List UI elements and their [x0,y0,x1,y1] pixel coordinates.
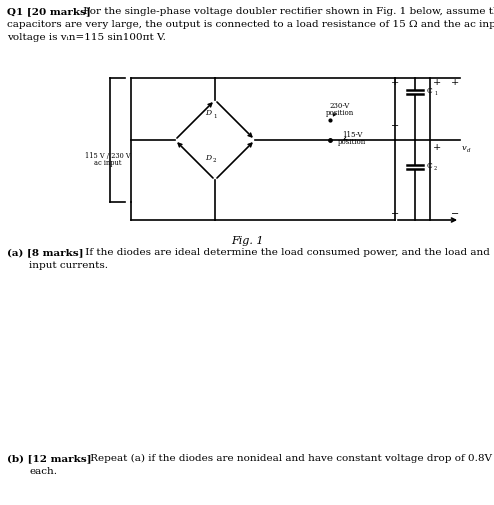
Text: d: d [467,148,470,153]
Text: (b) [12 marks]: (b) [12 marks] [7,453,91,462]
Text: 2: 2 [434,165,437,170]
Text: (a) [8 marks]: (a) [8 marks] [7,247,83,257]
Text: ac input: ac input [94,159,122,167]
Text: 230-V: 230-V [330,102,350,110]
Text: position: position [326,109,354,117]
Text: +: + [433,77,441,86]
Text: Q1 [20 marks]: Q1 [20 marks] [7,7,91,16]
Text: 115-V: 115-V [342,131,362,139]
Text: +: + [433,143,441,152]
Text: 1: 1 [434,90,437,95]
Text: For the single-phase voltage doubler rectifier shown in Fig. 1 below, assume the: For the single-phase voltage doubler rec… [80,7,494,16]
Text: 1: 1 [213,113,216,118]
Text: Repeat (a) if the diodes are nonideal and have constant voltage drop of 0.8V: Repeat (a) if the diodes are nonideal an… [87,453,492,462]
Text: voltage is vᵢn=115 sin100πt V.: voltage is vᵢn=115 sin100πt V. [7,33,166,42]
Text: D: D [205,154,211,162]
Text: 2: 2 [213,158,216,163]
Text: −: − [391,209,399,218]
Text: Fig. 1: Fig. 1 [231,235,263,245]
Text: each.: each. [29,466,57,475]
Text: C: C [427,162,433,170]
Text: +: + [451,77,459,86]
Text: −: − [391,121,399,130]
Text: 115 V / 230 V: 115 V / 230 V [85,152,131,160]
Text: If the diodes are ideal determine the load consumed power, and the load and: If the diodes are ideal determine the lo… [82,247,490,257]
Text: D: D [205,109,211,117]
Text: C: C [427,87,433,95]
Text: position: position [338,138,366,146]
Text: v: v [462,144,467,152]
Text: +: + [391,77,399,86]
Text: capacitors are very large, the output is connected to a load resistance of 15 Ω : capacitors are very large, the output is… [7,20,494,29]
Text: −: − [451,209,459,218]
Text: input currents.: input currents. [29,261,108,270]
